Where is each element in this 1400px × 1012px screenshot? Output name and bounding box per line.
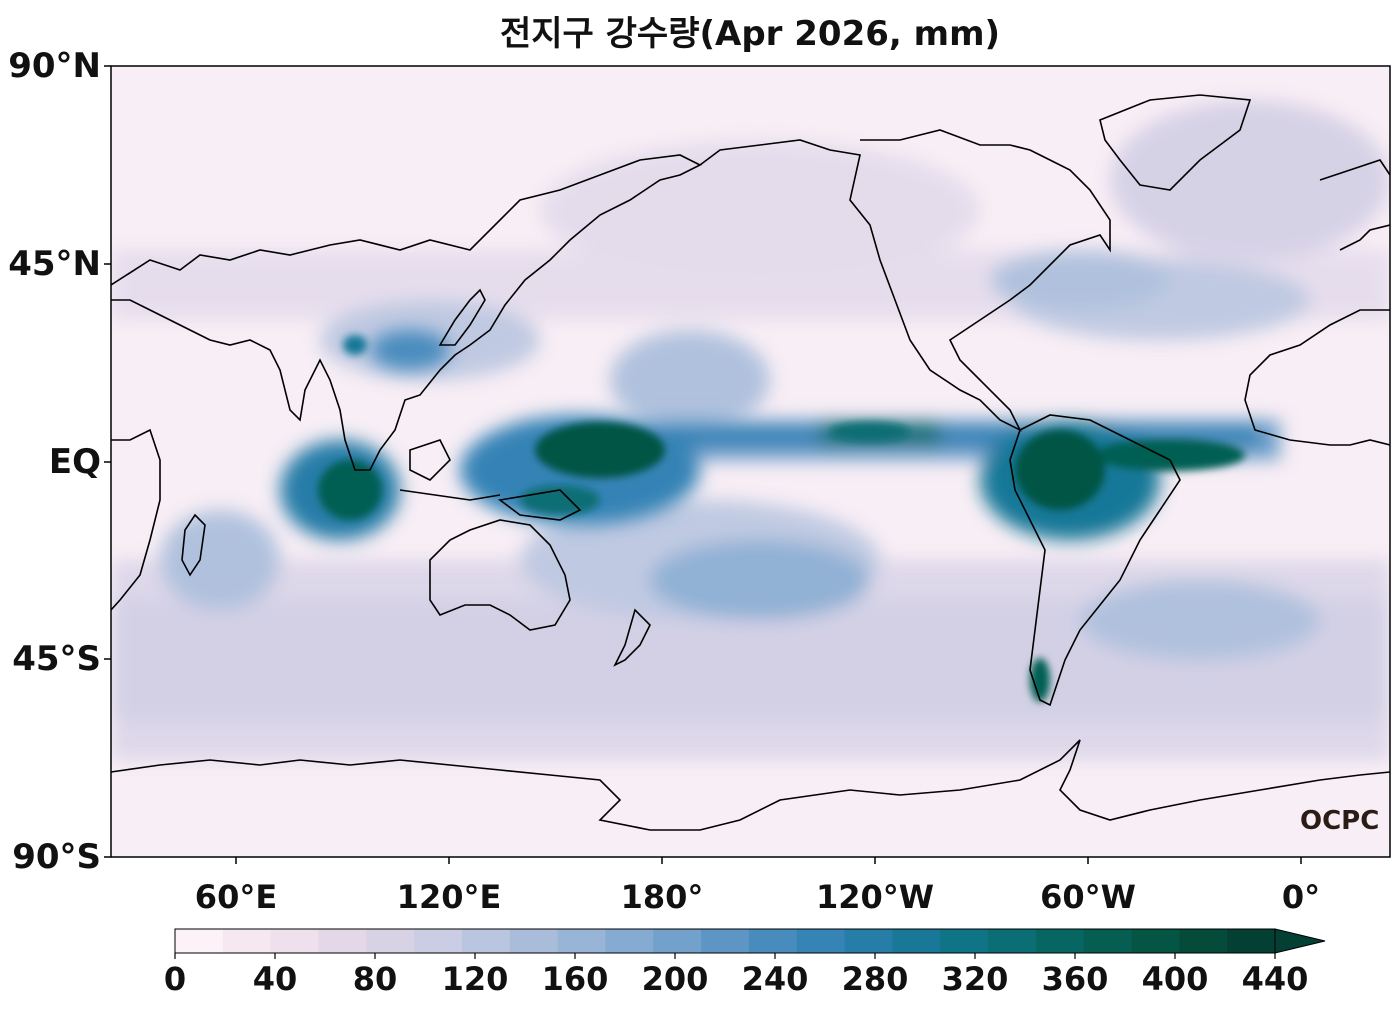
colorbar xyxy=(174,928,1326,959)
lat-label-45s: 45°S xyxy=(12,639,101,679)
colorbar-swatch xyxy=(414,929,463,953)
lon-label-120e: 120°E xyxy=(396,878,502,916)
lat-label-45n: 45°N xyxy=(8,244,101,284)
coastlines xyxy=(111,94,1390,831)
colorbar-tick-label: 200 xyxy=(641,960,709,998)
colorbar-swatch xyxy=(318,929,367,953)
lon-label-120w: 120°W xyxy=(815,878,935,916)
colorbar-tick-label: 80 xyxy=(352,960,398,998)
colorbar-tick-label: 120 xyxy=(441,960,509,998)
colorbar-swatch xyxy=(701,929,750,953)
ocpc-watermark: OCPC xyxy=(1300,806,1380,836)
colorbar-swatch xyxy=(1131,929,1180,953)
colorbar-swatch xyxy=(557,929,607,953)
colorbar-swatch xyxy=(366,929,415,953)
colorbar-swatch xyxy=(270,929,320,953)
colorbar-tick-label: 40 xyxy=(252,960,298,998)
colorbar-swatch xyxy=(844,929,893,953)
colorbar-swatch xyxy=(940,929,989,953)
colorbar-swatch xyxy=(461,929,511,953)
colorbar-swatch xyxy=(1083,929,1133,953)
colorbar-swatch xyxy=(796,929,846,953)
lat-label-90s: 90°S xyxy=(12,837,101,877)
lon-label-0: 0° xyxy=(1281,878,1321,916)
map-title: 전지구 강수량(Apr 2026, mm) xyxy=(499,14,1001,54)
colorbar-swatch xyxy=(175,929,224,953)
colorbar-swatch xyxy=(1227,929,1276,953)
precip-field xyxy=(111,100,1390,760)
colorbar-swatch xyxy=(892,929,941,953)
lon-label-60e: 60°E xyxy=(194,878,278,916)
colorbar-tick-label: 160 xyxy=(541,960,609,998)
colorbar-tick-label: 400 xyxy=(1141,960,1209,998)
colorbar-swatch xyxy=(748,929,798,953)
colorbar-tick-label: 360 xyxy=(1041,960,1109,998)
colorbar-swatch xyxy=(222,929,272,953)
colorbar-tick-label: 0 xyxy=(163,960,187,998)
colorbar-swatch xyxy=(653,929,702,953)
colorbar-tick-label: 320 xyxy=(941,960,1009,998)
colorbar-swatch xyxy=(988,929,1037,953)
colorbar-tick-label: 240 xyxy=(741,960,809,998)
lon-label-60w: 60°W xyxy=(1040,878,1136,916)
lon-label-180: 180° xyxy=(620,878,704,916)
lat-label-90n: 90°N xyxy=(8,46,101,86)
colorbar-tick-label: 280 xyxy=(841,960,909,998)
colorbar-extend-arrow xyxy=(1274,928,1326,954)
colorbar-swatch xyxy=(1179,929,1228,953)
colorbar-tick-label: 440 xyxy=(1241,960,1309,998)
colorbar-swatch xyxy=(605,929,654,953)
colorbar-outline xyxy=(174,928,1276,954)
lat-label-eq: EQ xyxy=(48,442,101,482)
colorbar-swatch xyxy=(509,929,559,953)
colorbar-swatch xyxy=(1035,929,1085,953)
